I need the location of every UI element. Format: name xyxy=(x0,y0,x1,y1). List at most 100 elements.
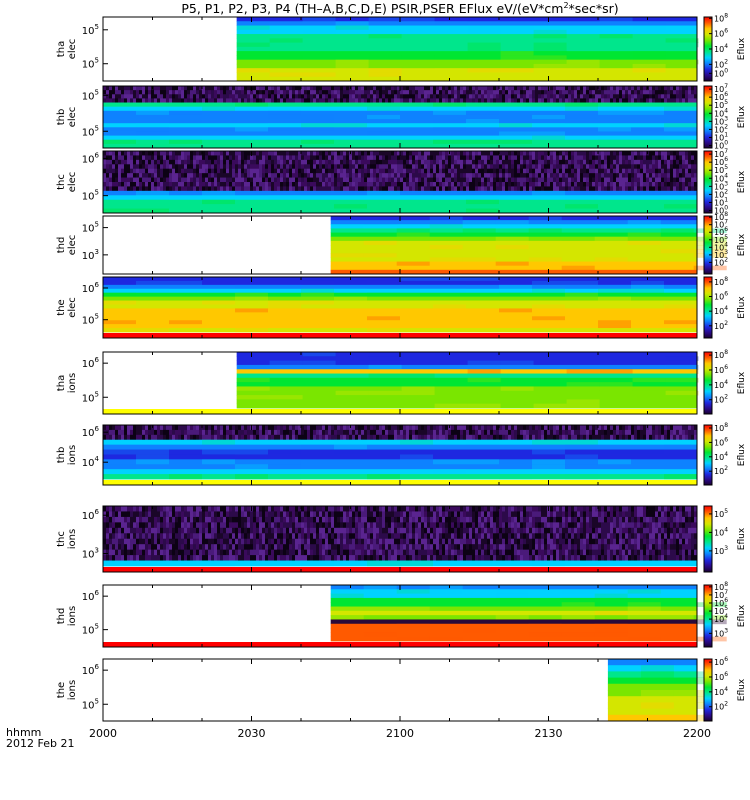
noise-cell xyxy=(412,429,415,436)
spectrogram-row xyxy=(103,292,697,298)
noise-cell xyxy=(178,151,181,156)
noise-cell xyxy=(244,182,247,187)
noise-cell xyxy=(538,90,541,95)
tick-base: 10 xyxy=(714,109,724,118)
noise-cell xyxy=(301,434,304,441)
noise-cell xyxy=(646,90,649,95)
noise-cell xyxy=(463,173,466,178)
noise-cell xyxy=(424,506,427,512)
spectrogram-bin xyxy=(598,459,631,465)
noise-cell xyxy=(223,425,226,431)
noise-cell xyxy=(274,177,277,183)
noise-cell xyxy=(586,151,589,156)
noise-cell xyxy=(577,173,580,178)
noise-cell xyxy=(139,177,142,183)
noise-cell xyxy=(658,182,661,187)
tick-base: 10 xyxy=(714,243,724,252)
spectrogram-bin xyxy=(103,280,136,286)
noise-cell xyxy=(475,86,478,91)
spectrogram-bin xyxy=(335,59,369,65)
noise-cell xyxy=(622,168,625,174)
noise-cell xyxy=(373,90,376,95)
noise-cell xyxy=(577,186,580,192)
noise-cell xyxy=(223,434,226,441)
noise-cell xyxy=(112,155,115,161)
spectrogram-row xyxy=(236,51,698,56)
noise-cell xyxy=(529,506,532,512)
noise-cell xyxy=(124,516,127,523)
noise-cell xyxy=(487,151,490,156)
noise-cell xyxy=(121,177,124,183)
noise-cell xyxy=(265,516,268,523)
spectrogram-bin xyxy=(269,377,303,383)
spectrogram-bin xyxy=(429,224,463,229)
noise-cell xyxy=(112,527,115,534)
noise-cell xyxy=(538,434,541,441)
noise-cell xyxy=(397,98,400,103)
noise-cell xyxy=(187,164,190,170)
noise-cell xyxy=(136,522,139,529)
y-tick-label: 105 xyxy=(82,189,99,203)
noise-cell xyxy=(361,168,364,174)
noise-cell xyxy=(520,90,523,95)
noise-cell xyxy=(340,522,343,529)
spectrogram-bin xyxy=(136,328,169,333)
noise-cell xyxy=(601,151,604,156)
noise-cell xyxy=(541,155,544,161)
y-tick-label: 103 xyxy=(82,248,99,262)
noise-cell xyxy=(499,151,502,156)
noise-cell xyxy=(142,434,145,441)
noise-cell xyxy=(676,164,679,170)
noise-cell xyxy=(511,90,514,95)
noise-cell xyxy=(691,90,694,95)
noise-cell xyxy=(226,511,229,518)
noise-cell xyxy=(400,429,403,436)
noise-cell xyxy=(664,94,667,99)
noise-cell xyxy=(334,86,337,91)
noise-cell xyxy=(232,434,235,441)
noise-cell xyxy=(319,522,322,529)
noise-cell xyxy=(451,182,454,187)
noise-cell xyxy=(472,98,475,103)
noise-cell xyxy=(472,177,475,183)
noise-cell xyxy=(205,151,208,156)
noise-cell xyxy=(322,177,325,183)
noise-cell xyxy=(280,506,283,512)
noise-cell xyxy=(199,151,202,156)
noise-cell xyxy=(301,516,304,523)
spectrogram-bin xyxy=(433,324,466,329)
noise-cell xyxy=(532,506,535,512)
noise-cell xyxy=(226,90,229,95)
noise-cell xyxy=(487,429,490,436)
noise-cell xyxy=(643,90,646,95)
noise-cell xyxy=(454,516,457,523)
spectrogram-bin xyxy=(434,68,468,73)
panel-probe-label: thc xyxy=(56,174,67,190)
noise-cell xyxy=(376,94,379,99)
noise-cell xyxy=(190,94,193,99)
spectrogram-bin xyxy=(466,139,499,145)
noise-cell xyxy=(481,429,484,436)
spectrogram-bin xyxy=(434,377,468,383)
noise-cell xyxy=(448,186,451,192)
noise-cell xyxy=(568,155,571,161)
spectrogram-bin xyxy=(532,123,565,128)
noise-cell xyxy=(643,86,646,91)
noise-cell xyxy=(205,177,208,183)
noise-cell xyxy=(466,155,469,161)
spectrogram-row xyxy=(236,352,698,357)
noise-cell xyxy=(487,164,490,170)
noise-cell xyxy=(259,429,262,436)
noise-cell xyxy=(283,522,286,529)
spectrogram-row xyxy=(330,224,697,229)
noise-cell xyxy=(451,425,454,431)
noise-cell xyxy=(454,425,457,431)
noise-cell xyxy=(388,151,391,156)
noise-cell xyxy=(310,173,313,178)
noise-cell xyxy=(409,511,412,518)
colorbar-tick-label: 104 xyxy=(714,305,728,316)
noise-cell xyxy=(496,164,499,170)
spectrogram-bin xyxy=(631,110,664,116)
noise-cell xyxy=(484,98,487,103)
noise-cell xyxy=(250,98,253,103)
